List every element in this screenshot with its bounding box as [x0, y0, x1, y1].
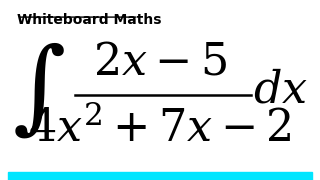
FancyBboxPatch shape [8, 172, 312, 180]
Text: $2x - 5$: $2x - 5$ [93, 41, 227, 84]
Text: $dx$: $dx$ [253, 69, 308, 111]
Text: Whiteboard Maths: Whiteboard Maths [17, 13, 162, 27]
Text: $\int$: $\int$ [12, 40, 65, 140]
Text: $4x^2 + 7x - 2$: $4x^2 + 7x - 2$ [28, 107, 292, 151]
